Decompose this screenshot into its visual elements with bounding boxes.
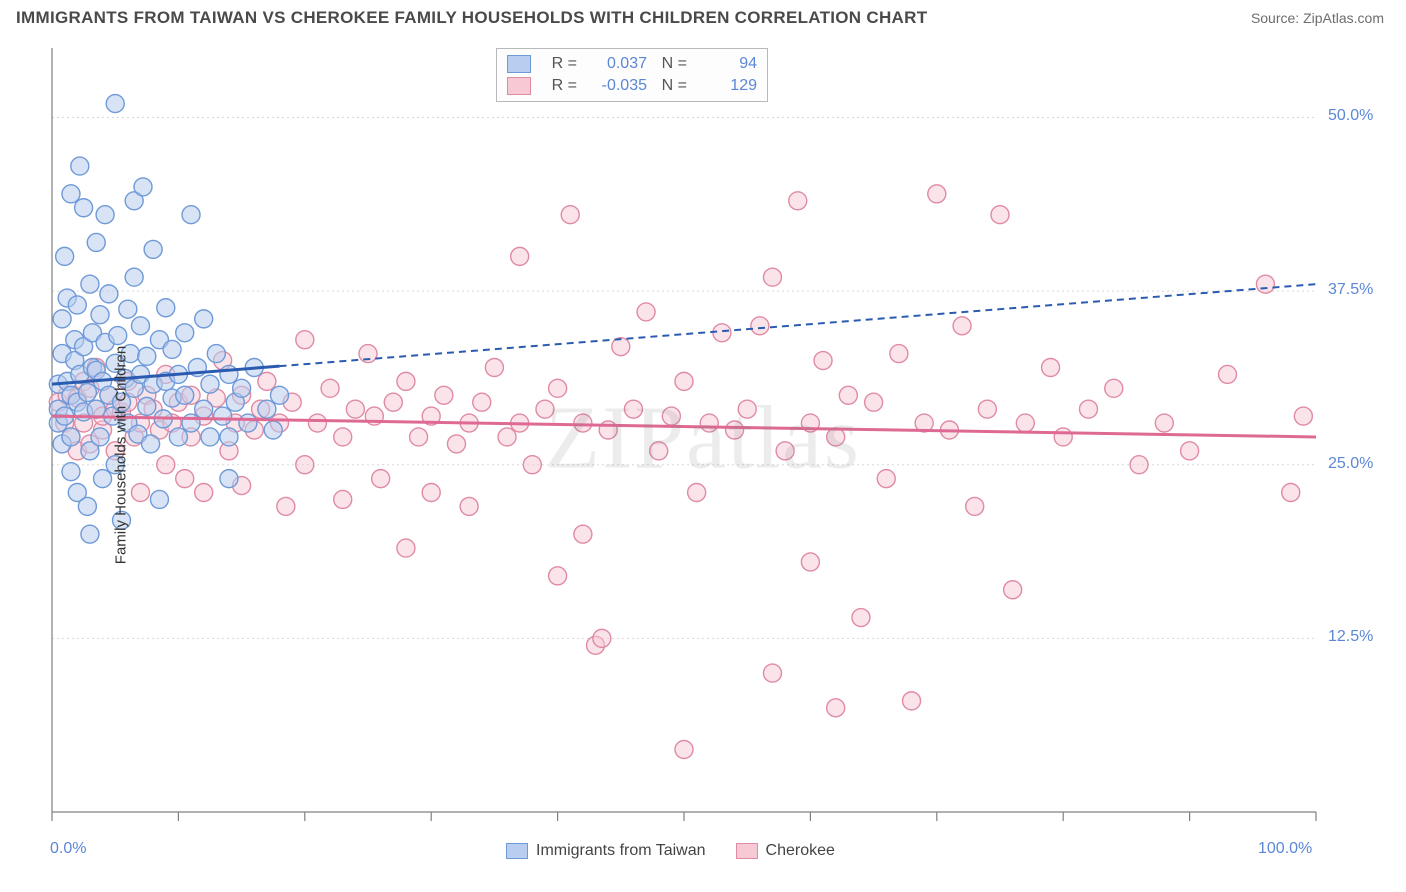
n-label: N = — [657, 75, 687, 97]
r-label: R = — [541, 75, 577, 97]
correlation-legend: R = 0.037 N = 94 R = -0.035 N = 129 — [496, 48, 768, 102]
n-label: N = — [657, 53, 687, 75]
r-value: -0.035 — [587, 75, 647, 97]
series-legend: Immigrants from Taiwan Cherokee — [506, 842, 835, 860]
y-axis-label: Family Households with Children — [113, 346, 130, 564]
r-value: 0.037 — [587, 53, 647, 75]
y-tick-label: 37.5% — [1328, 281, 1373, 299]
n-value: 129 — [697, 75, 757, 97]
scatter-chart-svg — [16, 40, 1390, 870]
series-legend-item-cherokee: Cherokee — [736, 842, 835, 860]
y-tick-label: 12.5% — [1328, 628, 1373, 646]
legend-swatch — [507, 55, 531, 73]
r-label: R = — [541, 53, 577, 75]
legend-row-cherokee: R = -0.035 N = 129 — [507, 75, 757, 97]
legend-row-taiwan: R = 0.037 N = 94 — [507, 53, 757, 75]
y-tick-label: 25.0% — [1328, 455, 1373, 473]
chart-title: IMMIGRANTS FROM TAIWAN VS CHEROKEE FAMIL… — [16, 8, 927, 28]
series-legend-item-taiwan: Immigrants from Taiwan — [506, 842, 706, 860]
series-label: Cherokee — [766, 842, 835, 860]
source-label: Source: ZipAtlas.com — [1251, 10, 1384, 26]
y-tick-label: 50.0% — [1328, 107, 1373, 125]
legend-swatch — [736, 843, 758, 859]
series-label: Immigrants from Taiwan — [536, 842, 706, 860]
chart-container: Family Households with Children ZIPatlas… — [16, 40, 1390, 870]
n-value: 94 — [697, 53, 757, 75]
legend-swatch — [506, 843, 528, 859]
x-tick-label: 100.0% — [1258, 840, 1312, 858]
legend-swatch — [507, 77, 531, 95]
x-tick-label: 0.0% — [50, 840, 86, 858]
